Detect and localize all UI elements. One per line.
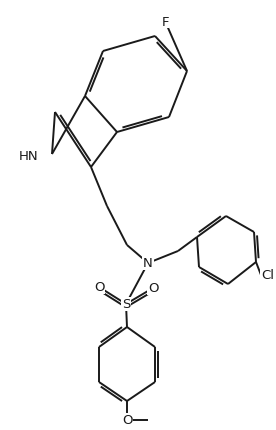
Text: Cl: Cl (261, 269, 274, 282)
Text: F: F (161, 15, 169, 28)
Text: O: O (148, 282, 158, 295)
Text: HN: HN (18, 150, 38, 163)
Text: N: N (143, 257, 153, 270)
Text: O: O (122, 414, 132, 427)
Text: O: O (94, 281, 104, 294)
Text: S: S (122, 298, 130, 311)
